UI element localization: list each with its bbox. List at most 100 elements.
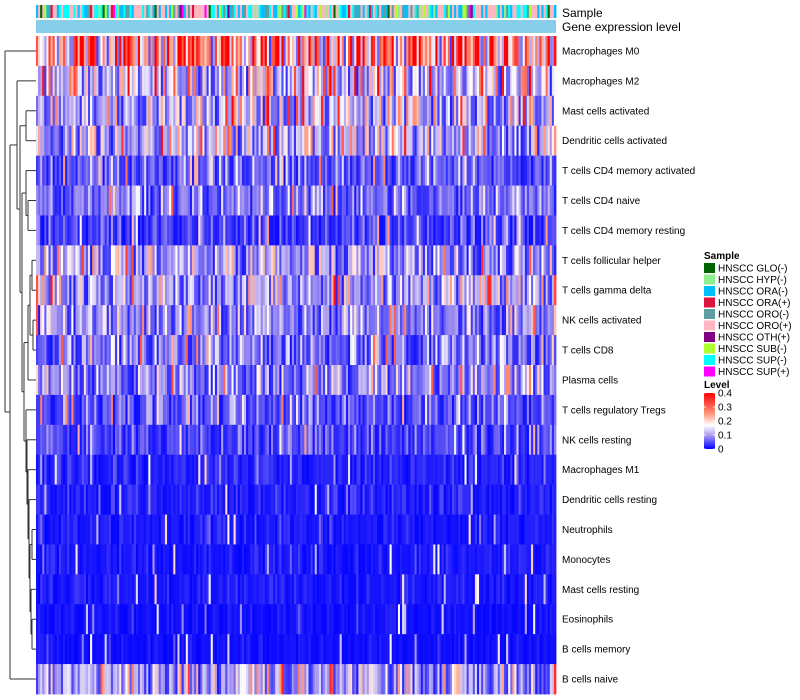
heatmap-cell	[200, 95, 203, 127]
heatmap-cell	[277, 125, 280, 157]
heatmap-cell	[181, 245, 185, 276]
heatmap-cell	[452, 484, 455, 515]
heatmap-cell	[46, 245, 49, 276]
heatmap-cell	[435, 514, 438, 545]
heatmap-cell	[275, 365, 278, 396]
heatmap-cell	[341, 95, 345, 127]
heatmap-cell	[52, 245, 56, 276]
heatmap-cell	[112, 36, 116, 67]
heatmap-cell	[256, 514, 259, 545]
heatmap-cell	[441, 424, 445, 456]
heatmap-cell	[298, 185, 301, 216]
heatmap-cell	[293, 95, 297, 127]
heatmap-cell	[187, 275, 191, 306]
heatmap-cell	[356, 454, 359, 486]
heatmap-cell	[495, 215, 499, 246]
heatmap-cell	[404, 36, 407, 67]
heatmap-cell	[185, 275, 189, 306]
heatmap-cell	[268, 125, 272, 157]
heatmap-cell	[320, 574, 324, 605]
heatmap-cell	[416, 454, 420, 486]
sample-annotation-cell	[381, 5, 384, 18]
heatmap-cell	[504, 335, 507, 366]
heatmap-cell	[88, 454, 91, 486]
heatmap-cell	[158, 484, 162, 515]
heatmap-cell	[210, 424, 214, 456]
heatmap-cell	[391, 245, 395, 276]
heatmap-cell	[90, 185, 93, 216]
heatmap-cell	[443, 275, 447, 306]
heatmap-cell	[54, 245, 58, 276]
heatmap-cell	[169, 424, 172, 456]
heatmap-cell	[135, 215, 139, 246]
heatmap-cell	[327, 36, 330, 67]
heatmap-cell	[77, 125, 81, 157]
heatmap-cell	[327, 365, 330, 396]
heatmap-cell	[325, 574, 328, 605]
heatmap-cell	[256, 454, 259, 486]
heatmap-cell	[348, 365, 351, 396]
heatmap-cell	[364, 394, 368, 426]
heatmap-cell	[104, 95, 108, 127]
sample-annotation-cell	[135, 5, 139, 18]
heatmap-cell	[528, 335, 532, 366]
heatmap-cell	[375, 514, 378, 545]
heatmap-cell	[535, 544, 538, 575]
heatmap-cell	[54, 484, 58, 515]
heatmap-cell	[489, 365, 492, 396]
heatmap-cell	[508, 424, 511, 456]
heatmap-cell	[464, 185, 467, 216]
heatmap-cell	[327, 484, 330, 515]
heatmap-cell	[164, 484, 168, 515]
heatmap-cell	[331, 365, 334, 396]
heatmap-cell	[164, 394, 168, 426]
heatmap-cell	[183, 36, 187, 67]
heatmap-cell	[387, 305, 390, 336]
heatmap-cell	[408, 185, 411, 216]
heatmap-cell	[56, 275, 60, 306]
heatmap-cell	[375, 245, 378, 276]
heatmap-cell	[335, 125, 338, 157]
heatmap-cell	[154, 365, 158, 396]
heatmap-cell	[335, 365, 338, 396]
heatmap-cell	[258, 305, 262, 336]
heatmap-cell	[281, 394, 284, 426]
heatmap-cell	[456, 305, 459, 336]
heatmap-cell	[360, 185, 363, 216]
heatmap-cell	[231, 454, 234, 486]
heatmap-cell	[77, 514, 81, 545]
heatmap-cell	[133, 155, 137, 186]
heatmap-cell	[125, 484, 128, 515]
heatmap-cell	[235, 245, 239, 276]
heatmap-cell	[104, 365, 108, 396]
heatmap-cell	[277, 544, 280, 575]
heatmap-cell	[310, 394, 314, 426]
heatmap-cell	[135, 335, 139, 366]
heatmap-cell	[94, 305, 97, 336]
heatmap-cell	[158, 185, 162, 216]
heatmap-cell	[333, 155, 336, 186]
heatmap-cell	[129, 454, 133, 486]
heatmap-cell	[83, 365, 87, 396]
heatmap-cell	[164, 125, 168, 157]
heatmap-cell	[192, 484, 195, 515]
heatmap-cell	[125, 125, 128, 157]
heatmap-cell	[196, 335, 199, 366]
heatmap-cell	[187, 65, 191, 97]
heatmap-cell	[194, 574, 197, 605]
heatmap-cell	[264, 36, 268, 67]
heatmap-cell	[171, 424, 174, 456]
heatmap-cell	[285, 484, 289, 515]
heatmap-cell	[337, 484, 341, 515]
heatmap-cell	[404, 155, 407, 186]
heatmap-cell	[310, 275, 314, 306]
heatmap-cell	[65, 155, 68, 186]
heatmap-cell	[206, 305, 210, 336]
heatmap-cell	[119, 65, 122, 97]
sample-annotation-cell	[77, 5, 81, 18]
heatmap-cell	[300, 544, 303, 575]
heatmap-cell	[397, 305, 401, 336]
heatmap-cell	[300, 275, 303, 306]
heatmap-cell	[495, 65, 499, 97]
heatmap-cell	[420, 125, 424, 157]
